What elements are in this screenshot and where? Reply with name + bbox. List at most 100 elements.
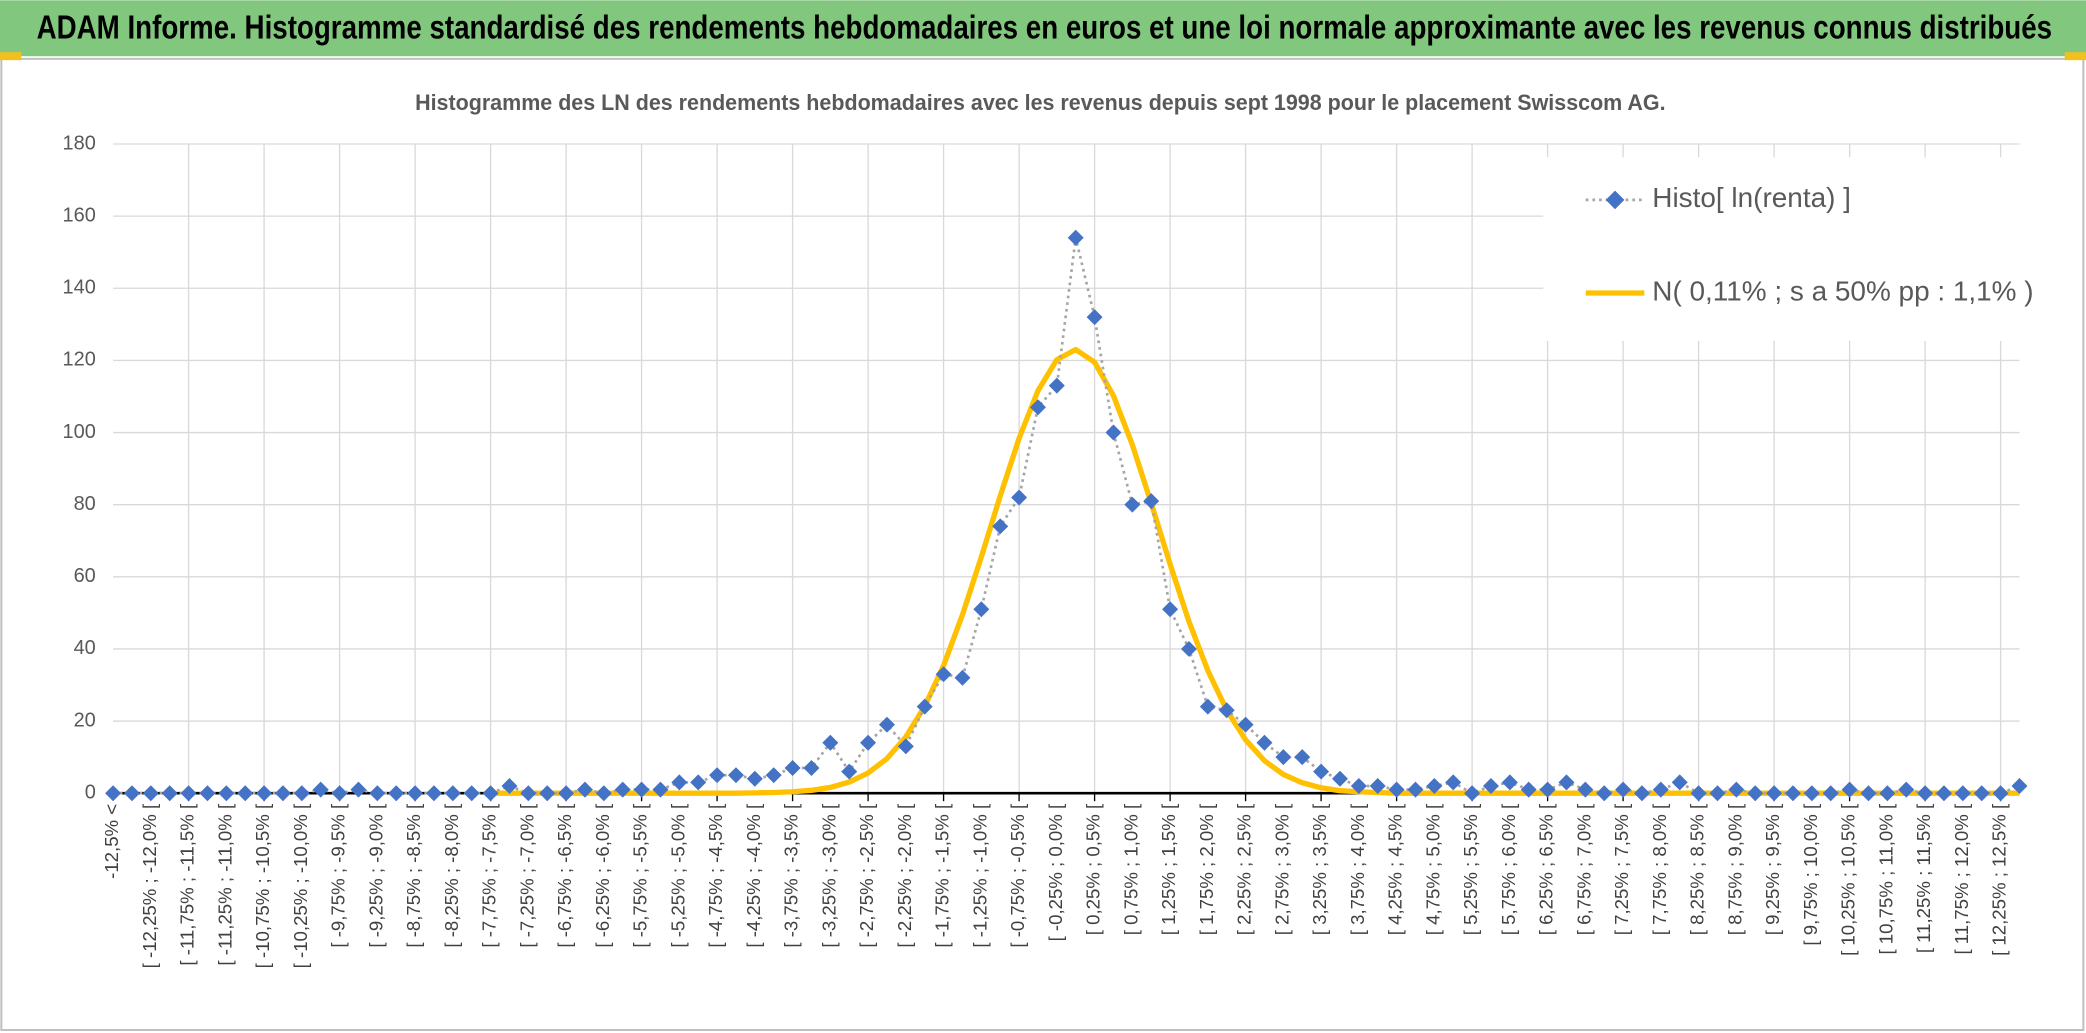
title-bar xyxy=(0,0,2086,57)
legend-marker xyxy=(1605,190,1625,210)
y-tick-label: 0 xyxy=(85,781,96,803)
histogram-marker xyxy=(1860,785,1877,802)
histogram-marker xyxy=(576,781,593,798)
x-tick-label: [ -7,75% ; -7,5% [ xyxy=(479,803,500,948)
histogram-marker xyxy=(1520,781,1537,798)
histogram-marker xyxy=(1803,785,1820,802)
x-tick-label: [ 2,75% ; 3,0% [ xyxy=(1271,803,1292,935)
x-tick-label: [ -1,25% ; -1,0% [ xyxy=(969,803,990,948)
x-tick-label: [ 7,75% ; 8,0% [ xyxy=(1649,803,1670,935)
x-tick-label: [ -8,75% ; -8,5% [ xyxy=(403,803,424,948)
x-tick-label: [ -3,75% ; -3,5% [ xyxy=(781,803,802,948)
histogram-marker xyxy=(1369,778,1386,794)
histogram-marker xyxy=(1671,774,1688,791)
histogram-marker xyxy=(822,734,839,751)
histogram-marker xyxy=(652,781,669,798)
histogram-marker xyxy=(1879,785,1896,802)
x-tick-label: [ -0,75% ; -0,5% [ xyxy=(1007,803,1028,948)
histogram-marker xyxy=(860,734,877,751)
x-tick-label: [ 5,75% ; 6,0% [ xyxy=(1498,803,1519,935)
histogram-marker xyxy=(482,785,499,802)
x-tick-label: [ -0,25% ; 0,0% [ xyxy=(1045,803,1066,941)
y-tick-label: 60 xyxy=(74,565,96,587)
histogram-marker xyxy=(1841,781,1858,798)
histogram-marker xyxy=(1445,774,1462,791)
histogram-marker xyxy=(1350,778,1367,794)
histogram-marker xyxy=(1029,399,1046,416)
legend-label: Histo[ ln(renta) ] xyxy=(1652,182,1851,213)
histogram-marker xyxy=(1784,785,1801,802)
histogram-marker xyxy=(746,770,763,787)
histogram-marker xyxy=(1180,640,1197,657)
histogram-marker xyxy=(633,781,650,798)
histogram-marker xyxy=(142,785,159,802)
y-tick-label: 20 xyxy=(74,709,96,731)
x-tick-label: [ 6,75% ; 7,0% [ xyxy=(1573,803,1594,935)
x-tick-label: [ -7,25% ; -7,0% [ xyxy=(516,803,537,948)
histogram-marker xyxy=(1690,785,1707,802)
x-tick-label: [ 4,75% ; 5,0% [ xyxy=(1422,803,1443,935)
x-tick-label: [ -10,25% ; -10,0% [ xyxy=(290,803,311,968)
histogram-marker xyxy=(1482,778,1499,794)
y-tick-label: 120 xyxy=(63,349,96,371)
x-tick-label: [ -10,75% ; -10,5% [ xyxy=(252,803,273,968)
histogram-marker xyxy=(369,785,386,802)
x-tick-label: [ -1,75% ; -1,5% [ xyxy=(932,803,953,948)
histogram-marker xyxy=(1577,781,1594,798)
histogram-marker xyxy=(1954,785,1971,802)
histogram-marker xyxy=(1898,781,1915,798)
histogram-marker xyxy=(1143,493,1160,510)
histogram-marker xyxy=(256,785,273,802)
histogram-marker xyxy=(199,785,216,802)
histogram-marker xyxy=(841,763,858,780)
x-tick-label: [ 10,25% ; 10,5% [ xyxy=(1838,803,1859,956)
x-tick-label: [ 9,75% ; 10,0% [ xyxy=(1800,803,1821,946)
x-tick-label: [ -2,25% ; -2,0% [ xyxy=(894,803,915,948)
histogram-marker xyxy=(709,767,726,784)
histogram-marker xyxy=(1633,785,1650,802)
histogram-marker xyxy=(1728,781,1745,798)
x-tick-label: [ -11,25% ; -11,0% [ xyxy=(214,803,235,966)
histogram-marker xyxy=(973,601,990,618)
histogram-marker xyxy=(595,785,612,802)
histogram-marker xyxy=(803,759,820,776)
histogram-marker xyxy=(1048,377,1065,394)
histogram-marker xyxy=(1086,309,1103,326)
histogram-marker xyxy=(727,767,744,784)
x-tick-label: [ 8,25% ; 8,5% [ xyxy=(1687,803,1708,935)
histogram-marker xyxy=(916,698,933,715)
x-tick-label: [ -4,75% ; -4,5% [ xyxy=(705,803,726,948)
x-tick-label: [ -6,75% ; -6,5% [ xyxy=(554,803,575,948)
histogram-marker xyxy=(2011,778,2028,794)
x-tick-label: [ 0,75% ; 1,0% [ xyxy=(1120,803,1141,935)
histogram-marker xyxy=(1407,781,1424,798)
histogram-marker xyxy=(1822,785,1839,802)
x-tick-label: [ 3,75% ; 4,0% [ xyxy=(1347,803,1368,935)
legend: Histo[ ln(renta) ] N( 0,11% ; s a 50% pp … xyxy=(1543,157,2034,341)
histogram-marker xyxy=(444,785,461,802)
histogram-marker xyxy=(312,781,329,798)
histogram-marker xyxy=(992,518,1009,535)
x-tick-label: [ -8,25% ; -8,0% [ xyxy=(441,803,462,948)
histogram-marker xyxy=(1652,781,1669,798)
x-tick-label: [ 7,25% ; 7,5% [ xyxy=(1611,803,1632,935)
histogram-marker xyxy=(954,669,971,686)
x-tick-label: [ 2,25% ; 2,5% [ xyxy=(1234,803,1255,935)
corner-mark xyxy=(2064,52,2086,61)
x-tick-label: [ 9,25% ; 9,5% [ xyxy=(1762,803,1783,935)
histogram-marker xyxy=(671,774,688,791)
x-tick-label: [ 4,25% ; 4,5% [ xyxy=(1385,803,1406,935)
x-tick-label: [ 12,25% ; 12,5% [ xyxy=(1989,803,2010,956)
x-tick-label: [ -9,25% ; -9,0% [ xyxy=(365,803,386,948)
histogram-marker xyxy=(1237,716,1254,733)
chart-border xyxy=(0,57,2085,1032)
x-tick-label: [ 11,75% ; 12,0% [ xyxy=(1951,803,1972,955)
x-tick-label: [ 1,75% ; 2,0% [ xyxy=(1196,803,1217,935)
y-tick-label: 160 xyxy=(63,204,96,226)
histogram-marker xyxy=(331,785,348,802)
histogram-marker xyxy=(1331,770,1348,787)
histogram-marker xyxy=(1766,785,1783,802)
histogram-marker xyxy=(1973,785,1990,802)
x-tick-label: [ 3,25% ; 3,5% [ xyxy=(1309,803,1330,935)
